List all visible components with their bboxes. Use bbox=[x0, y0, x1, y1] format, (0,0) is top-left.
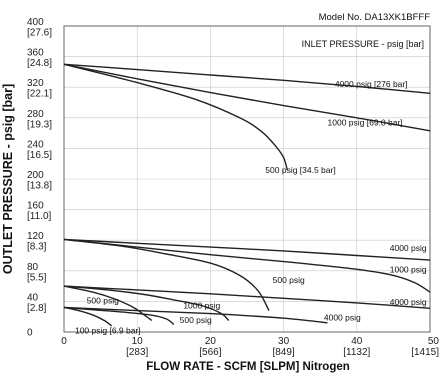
x-tick-label: 40 bbox=[351, 336, 363, 347]
x-tick-sublabel: [566] bbox=[199, 347, 221, 358]
curve-label: 100 psig [6.9 bar] bbox=[75, 326, 141, 336]
curve-line bbox=[63, 238, 431, 293]
y-tick-label: 200 bbox=[27, 170, 44, 181]
curve-label: 500 psig [34.5 bar] bbox=[265, 165, 335, 175]
curve-line bbox=[63, 63, 288, 171]
y-tick-sublabel: [22.1] bbox=[27, 89, 52, 100]
curve-label: 500 psig bbox=[87, 296, 119, 306]
y-tick-sublabel: [11.0] bbox=[27, 211, 51, 222]
y-tick-sublabel: [2.8] bbox=[27, 303, 47, 314]
plot-area bbox=[63, 25, 431, 333]
curve-line bbox=[63, 63, 431, 94]
y-tick-label: 120 bbox=[27, 231, 44, 242]
tick-layer: 040[2.8]80[5.5]120[8.3]160[11.0]200[13.8… bbox=[27, 17, 439, 358]
x-tick-label: 0 bbox=[61, 336, 67, 347]
y-tick-sublabel: [8.3] bbox=[27, 242, 47, 253]
curve-label-layer: 4000 psig [276 bar] 1000 psig [69.0 bar] 5… bbox=[75, 79, 427, 335]
y-tick-sublabel: [5.5] bbox=[27, 272, 47, 283]
x-tick-sublabel: [849] bbox=[272, 347, 294, 358]
curve-label: 4000 psig bbox=[390, 243, 427, 253]
curve-label: 500 psig bbox=[273, 275, 305, 285]
y-axis-title: OUTLET PRESSURE - psig [bar] bbox=[1, 84, 15, 274]
y-tick-label: 400 bbox=[27, 17, 44, 28]
curve-label: 1000 psig [69.0 bar] bbox=[328, 117, 403, 127]
x-tick-sublabel: [283] bbox=[126, 347, 148, 358]
model-number: Model No. DA13XK1BFFF bbox=[319, 12, 431, 23]
curve-label: 4000 psig bbox=[324, 313, 361, 323]
y-tick-label: 80 bbox=[27, 262, 39, 273]
y-tick-label: 240 bbox=[27, 139, 44, 150]
y-tick-label: 360 bbox=[27, 48, 44, 59]
y-tick-label: 0 bbox=[27, 328, 33, 339]
curve-label: 4000 psig bbox=[390, 297, 427, 307]
y-tick-label: 160 bbox=[27, 201, 44, 212]
curve-line bbox=[63, 306, 113, 327]
y-tick-sublabel: [16.5] bbox=[27, 150, 52, 161]
x-tick-label: 10 bbox=[132, 336, 144, 347]
y-tick-sublabel: [13.8] bbox=[27, 181, 52, 192]
curve-label: 500 psig bbox=[180, 315, 212, 325]
curve-label: 1000 psig bbox=[390, 264, 427, 274]
y-tick-sublabel: [19.3] bbox=[27, 119, 52, 130]
x-axis-title: FLOW RATE - SCFM [SLPM] Nitrogen bbox=[146, 361, 350, 373]
x-tick-label: 20 bbox=[205, 336, 217, 347]
curve-line bbox=[63, 285, 153, 322]
x-tick-sublabel: [1415] bbox=[411, 347, 439, 358]
curve-label: 4000 psig [276 bar] bbox=[335, 79, 408, 89]
curve-line bbox=[63, 285, 431, 309]
y-tick-label: 280 bbox=[27, 109, 44, 120]
legend-title: INLET PRESSURE - psig [bar] bbox=[302, 39, 424, 49]
y-tick-sublabel: [27.6] bbox=[27, 28, 52, 39]
x-tick-label: 50 bbox=[428, 336, 440, 347]
y-tick-label: 320 bbox=[27, 78, 44, 89]
curve-line bbox=[63, 306, 175, 325]
x-tick-label: 30 bbox=[278, 336, 290, 347]
curve-label: 1000 psig bbox=[183, 300, 220, 310]
curve-layer bbox=[63, 63, 431, 327]
curve-line bbox=[63, 238, 431, 261]
curve-line bbox=[63, 306, 328, 324]
y-tick-label: 40 bbox=[27, 292, 39, 303]
curve-line bbox=[63, 238, 270, 311]
curve-line bbox=[63, 63, 431, 132]
y-tick-sublabel: [24.8] bbox=[27, 58, 52, 69]
grid-layer bbox=[64, 26, 430, 332]
x-tick-sublabel: [1132] bbox=[343, 347, 370, 358]
